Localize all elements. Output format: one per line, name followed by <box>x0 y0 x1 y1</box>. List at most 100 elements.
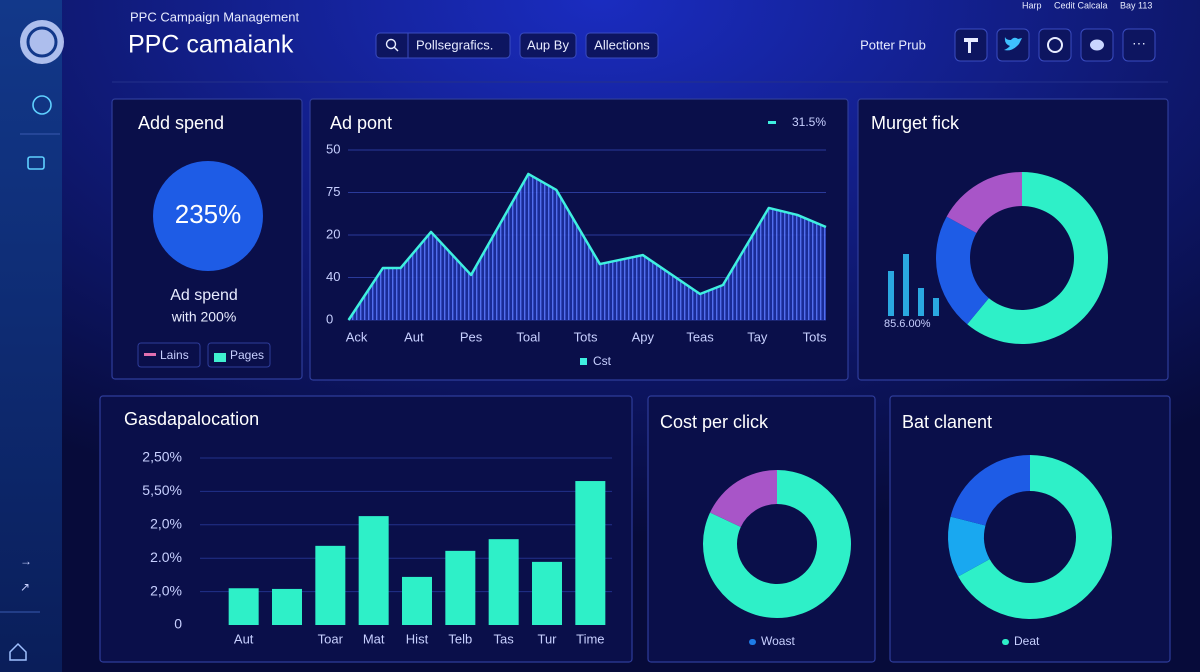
bar <box>575 481 606 625</box>
x-tick-label: Mat <box>363 631 385 646</box>
icon-button[interactable] <box>1122 28 1156 62</box>
legend-swatch <box>580 358 587 365</box>
inset-bar <box>918 288 924 316</box>
nav-arrow[interactable]: ↗ <box>20 580 30 594</box>
legend-box[interactable] <box>207 342 271 368</box>
y-tick-label: 0 <box>326 311 333 326</box>
icon <box>964 38 978 42</box>
top-link[interactable]: Harp <box>1022 0 1042 10</box>
top-link[interactable]: Bay 113 <box>1120 0 1152 10</box>
panel-title: Bat clanent <box>902 412 992 432</box>
y-tick-label: 40 <box>326 269 340 284</box>
y-tick-label: 2.0% <box>150 549 182 565</box>
legend-swatch <box>144 353 156 356</box>
x-tick-label: Tur <box>537 631 557 646</box>
line <box>347 172 827 321</box>
y-tick-label: 20 <box>326 226 340 241</box>
y-tick-label: 0 <box>174 616 182 632</box>
kpi-value: 235% <box>175 199 242 229</box>
x-tick-label: Telb <box>448 631 472 646</box>
search-icon <box>393 46 399 52</box>
x-tick-label: Hist <box>406 631 429 646</box>
legend-label: Pages <box>230 348 264 362</box>
button[interactable] <box>585 32 659 59</box>
bar <box>532 561 562 625</box>
kpi-sublabel: with 200% <box>171 309 237 325</box>
x-tick-label: Apy <box>632 329 655 344</box>
legend-swatch <box>749 639 756 645</box>
inset-bar <box>888 271 894 316</box>
x-tick-label: Tas <box>494 631 515 646</box>
donut-segment <box>936 216 989 325</box>
panel-title: Ad pont <box>330 113 392 133</box>
x-tick-label: Time <box>576 631 604 646</box>
legend-label: Cst <box>593 354 612 368</box>
bar <box>358 516 389 625</box>
x-tick-label: Ack <box>346 329 368 344</box>
top-link[interactable]: Cedit Calcala <box>1054 0 1108 10</box>
x-tick-label: Pes <box>460 329 483 344</box>
legend-label: Lains <box>160 348 189 362</box>
legend-swatch <box>214 353 226 362</box>
x-tick-label: Aut <box>404 329 424 344</box>
home-icon[interactable] <box>9 642 27 661</box>
toolbar: ··· <box>954 28 1156 62</box>
nav-arrow[interactable]: → <box>20 554 32 568</box>
x-tick-label: Teas <box>686 329 714 344</box>
logo[interactable] <box>20 20 64 64</box>
logo-mark <box>26 26 58 58</box>
donut-segment <box>950 455 1030 526</box>
y-tick-label: 2,0% <box>150 582 182 598</box>
donut-segment <box>967 172 1108 344</box>
legend-label: Deat <box>1014 634 1040 648</box>
sidebar <box>0 0 62 672</box>
legend-label: Woast <box>761 634 795 648</box>
button-label[interactable]: Aup By <box>527 37 569 52</box>
y-tick-label: 5,50% <box>142 482 182 498</box>
search-icon <box>385 38 397 50</box>
donut-segment <box>946 172 1022 233</box>
y-tick-label: 2,50% <box>142 449 182 465</box>
panel-title: Cost per click <box>660 412 769 432</box>
donut-segment <box>958 455 1112 619</box>
search-text: Pollsegrafics. <box>416 37 493 52</box>
nav-icon[interactable] <box>32 95 52 115</box>
legend-box[interactable] <box>137 342 201 368</box>
user-name[interactable]: Potter Prub <box>860 37 926 52</box>
y-tick-label: 75 <box>326 184 340 199</box>
bar <box>445 550 476 625</box>
supertitle: PPC Campaign Management <box>130 9 299 24</box>
button[interactable] <box>519 32 577 59</box>
nav-icon[interactable] <box>27 156 45 170</box>
icon <box>968 42 971 53</box>
page-title: PPC camaiank <box>128 31 294 59</box>
panel-title: Murget fick <box>871 113 960 133</box>
annotation: 31.5% <box>792 115 826 129</box>
bar <box>272 588 302 625</box>
annotation-dash <box>768 121 776 124</box>
donut-segment <box>710 470 777 527</box>
icon <box>1004 37 1022 51</box>
kpi-circle <box>153 161 263 271</box>
x-tick-label: Aut <box>234 631 254 646</box>
x-tick-label: Toal <box>516 329 540 344</box>
bar <box>488 539 519 625</box>
search-box[interactable] <box>375 32 511 59</box>
panel-title: Add spend <box>138 113 224 133</box>
y-tick-label: 2,0% <box>150 516 182 532</box>
button-label[interactable]: Allections <box>594 37 650 52</box>
inset-label: 85.6.00% <box>884 318 931 330</box>
x-tick-label: Tots <box>574 329 598 344</box>
icon <box>1090 39 1104 51</box>
area <box>348 173 826 320</box>
x-tick-label: Tots <box>803 329 827 344</box>
legend-swatch <box>1002 639 1009 645</box>
panel <box>889 395 1171 663</box>
bar <box>228 588 259 625</box>
y-tick-label: 50 <box>326 141 340 156</box>
icon-button[interactable] <box>1038 28 1072 62</box>
donut-segment <box>948 516 990 577</box>
icon <box>1047 37 1063 53</box>
